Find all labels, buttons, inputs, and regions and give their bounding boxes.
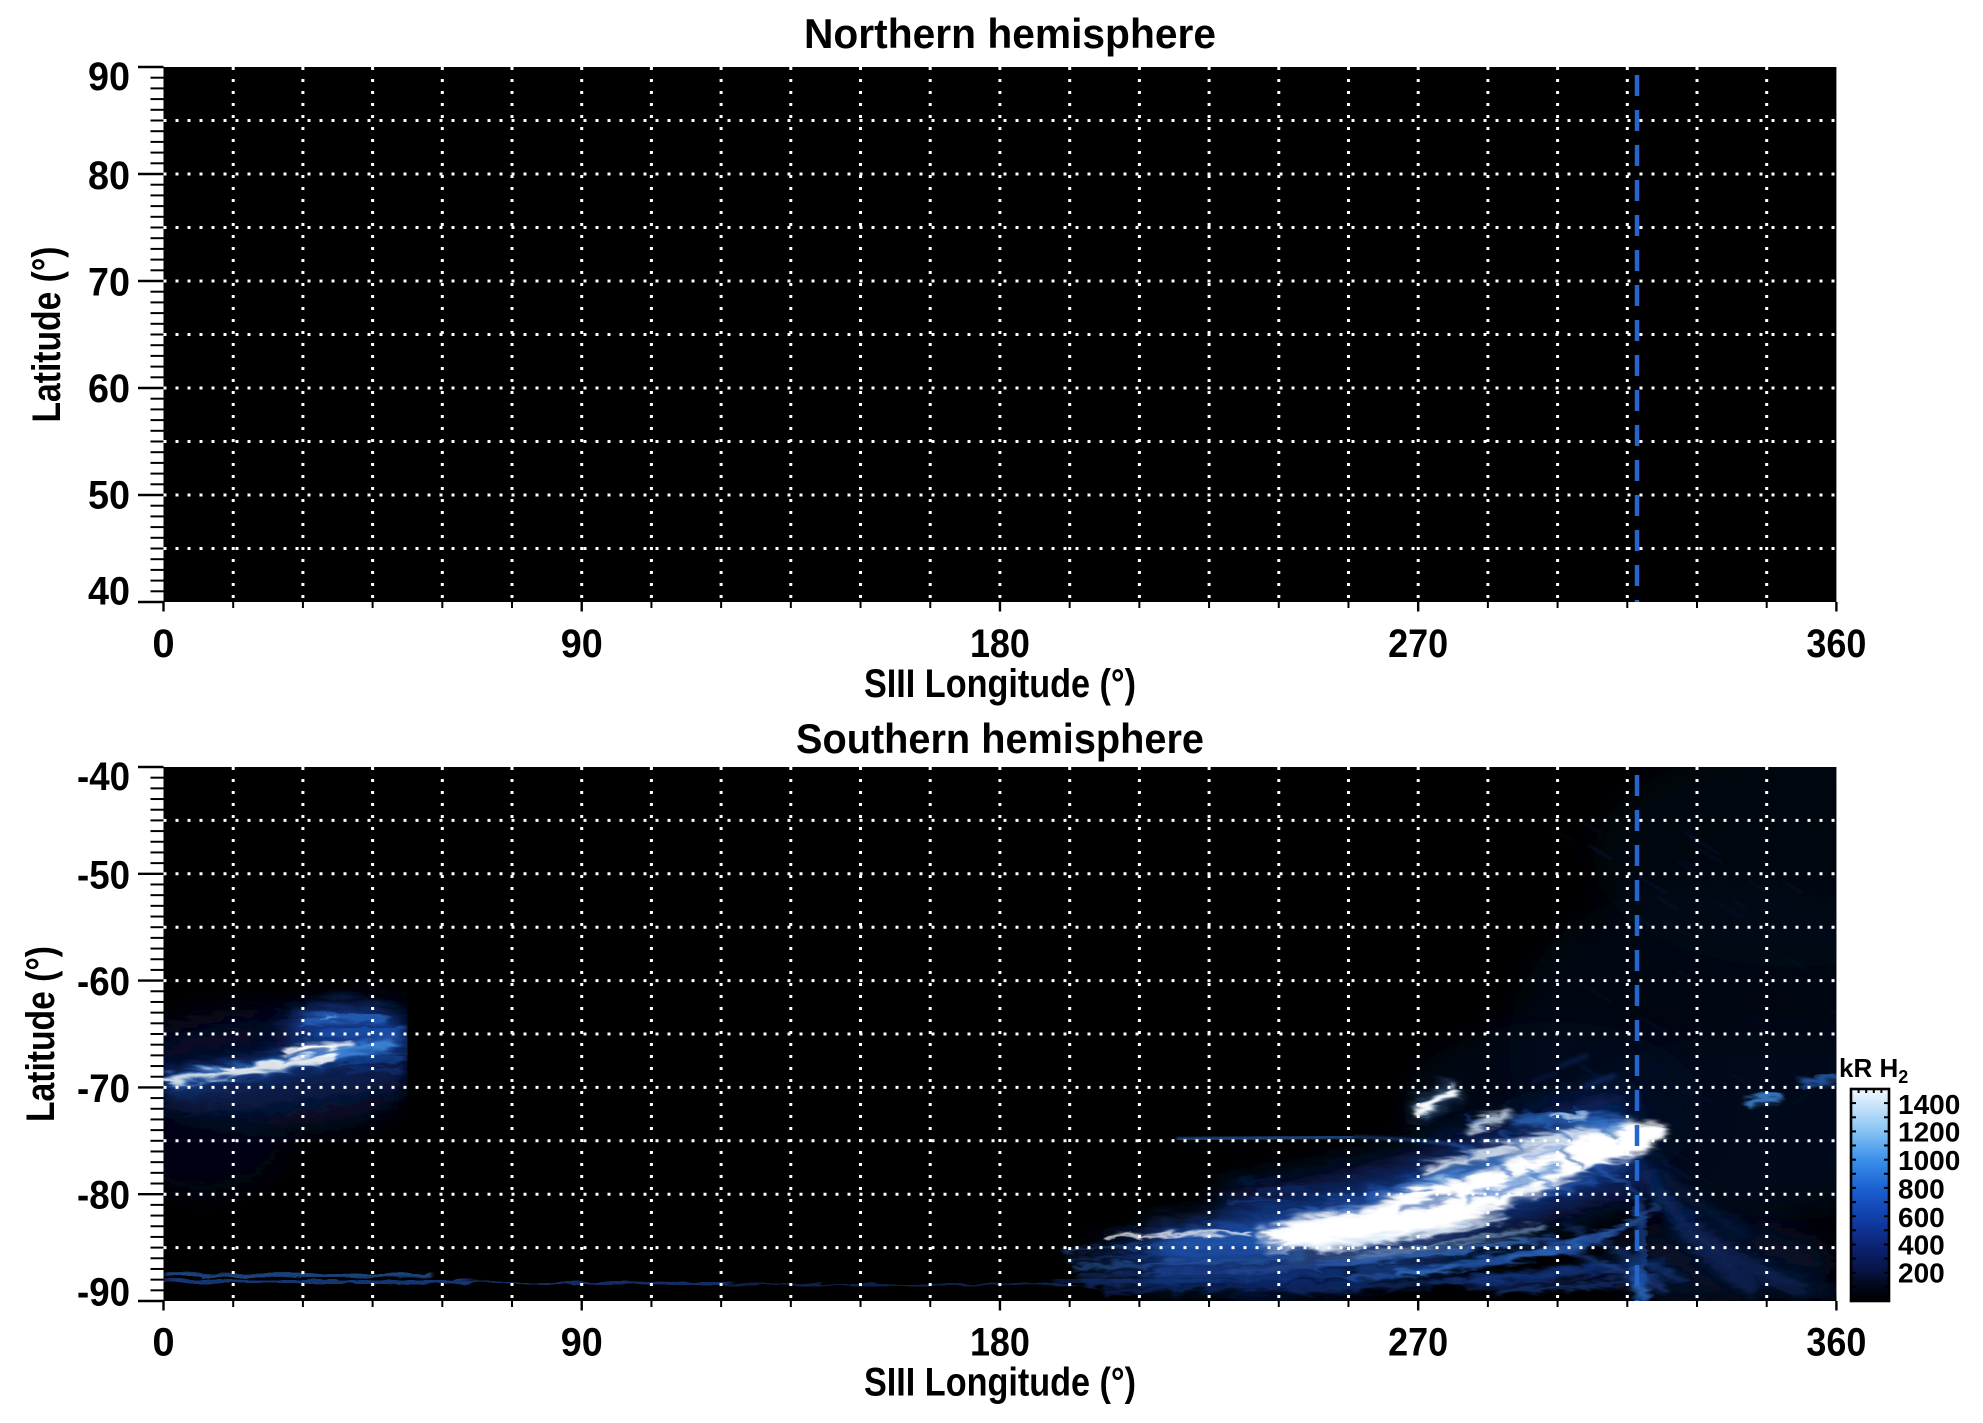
svg-text:0: 0 [152, 1321, 174, 1365]
svg-text:1200: 1200 [1898, 1117, 1960, 1148]
svg-text:0: 0 [152, 622, 174, 666]
svg-text:50: 50 [88, 474, 130, 518]
svg-text:-60: -60 [77, 960, 130, 1004]
svg-text:600: 600 [1898, 1202, 1945, 1233]
svg-text:800: 800 [1898, 1174, 1945, 1205]
svg-text:60: 60 [88, 367, 130, 411]
svg-text:70: 70 [88, 261, 130, 305]
svg-text:80: 80 [88, 154, 130, 198]
svg-text:Southern hemisphere: Southern hemisphere [796, 715, 1204, 762]
svg-text:1000: 1000 [1898, 1145, 1960, 1176]
svg-text:90: 90 [561, 1321, 603, 1365]
svg-text:Latitude (°): Latitude (°) [25, 247, 69, 423]
svg-text:360: 360 [1806, 622, 1866, 666]
svg-text:180: 180 [970, 622, 1030, 666]
svg-text:-80: -80 [77, 1174, 130, 1218]
svg-text:kR H2: kR H2 [1839, 1053, 1908, 1087]
svg-text:Northern hemisphere: Northern hemisphere [804, 10, 1216, 57]
svg-text:-50: -50 [77, 853, 130, 897]
svg-text:-70: -70 [77, 1067, 130, 1111]
svg-text:270: 270 [1388, 1321, 1448, 1365]
svg-text:40: 40 [88, 570, 130, 614]
svg-text:SIII Longitude (°): SIII Longitude (°) [864, 662, 1136, 706]
svg-text:-40: -40 [77, 755, 130, 799]
svg-text:270: 270 [1388, 622, 1448, 666]
svg-text:180: 180 [970, 1321, 1030, 1365]
svg-text:1400: 1400 [1898, 1089, 1960, 1120]
svg-text:400: 400 [1898, 1230, 1945, 1261]
svg-text:90: 90 [561, 622, 603, 666]
svg-text:SIII Longitude (°): SIII Longitude (°) [864, 1361, 1136, 1405]
svg-text:-90: -90 [77, 1271, 130, 1315]
svg-text:200: 200 [1898, 1257, 1945, 1288]
svg-text:360: 360 [1806, 1321, 1866, 1365]
svg-text:90: 90 [88, 55, 130, 99]
svg-text:Latitude (°): Latitude (°) [19, 946, 63, 1122]
